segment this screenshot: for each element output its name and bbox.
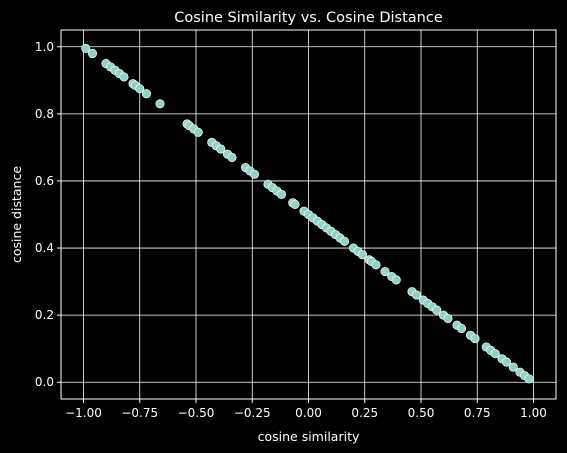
data-point (249, 169, 260, 179)
data-point (380, 266, 390, 277)
y-axis-ticks: 0.0 0.2 0.4 0.6 0.8 1.0 (35, 40, 61, 389)
data-point (216, 144, 226, 154)
y-tick-label: 0.8 (35, 107, 54, 121)
data-point (339, 236, 350, 246)
y-tick-label: 0.4 (35, 241, 54, 255)
y-tick-label: 1.0 (35, 40, 54, 54)
data-point (357, 250, 368, 260)
data-point (371, 260, 381, 270)
data-point (81, 43, 91, 53)
data-point (193, 127, 203, 137)
x-tick-label: 1.00 (520, 406, 547, 420)
x-tick-label: 0.00 (295, 406, 322, 420)
x-tick-label: 0.75 (464, 406, 491, 420)
x-axis-label: cosine similarity (258, 429, 360, 444)
x-tick-label: −0.25 (234, 406, 271, 420)
y-tick-label: 0.0 (35, 375, 54, 389)
data-point (155, 99, 165, 109)
x-tick-label: −1.00 (65, 406, 102, 420)
x-axis-ticks: −1.00 −0.75 −0.50 −0.25 0.00 0.25 0.50 0.75 1.00 (65, 399, 547, 420)
x-tick-label: 0.50 (408, 406, 435, 420)
data-point (87, 48, 98, 59)
y-tick-label: 0.2 (35, 308, 54, 322)
data-point (501, 357, 512, 367)
data-point (276, 189, 287, 199)
y-tick-label: 0.6 (35, 174, 54, 188)
data-point (432, 305, 442, 315)
data-point (524, 374, 534, 384)
y-axis-label: cosine distance (9, 166, 24, 263)
data-point (391, 275, 401, 285)
data-point (135, 84, 145, 94)
data-point (290, 199, 300, 209)
x-tick-label: 0.25 (351, 406, 378, 420)
data-point (443, 313, 453, 324)
data-point (227, 152, 237, 163)
data-point (119, 72, 129, 82)
chart-title: Cosine Similarity vs. Cosine Distance (174, 10, 443, 26)
x-tick-label: −0.50 (178, 406, 215, 420)
data-point (456, 324, 467, 334)
data-point (490, 349, 500, 359)
data-points (81, 43, 534, 384)
x-tick-label: −0.75 (121, 406, 158, 420)
data-point (508, 362, 518, 372)
data-point (141, 89, 152, 99)
data-point (411, 290, 422, 300)
data-point (470, 334, 480, 344)
